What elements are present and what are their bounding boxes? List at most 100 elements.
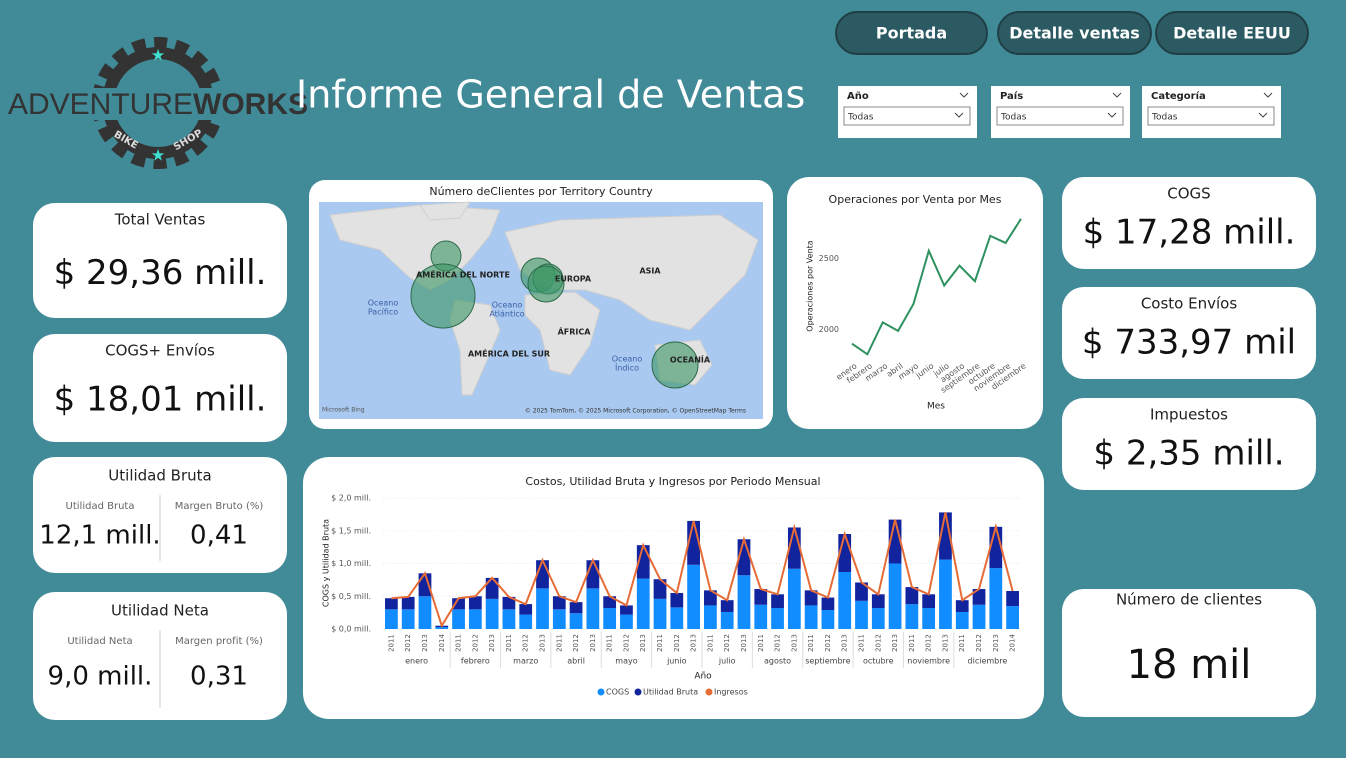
- field-label: Margen Bruto (%): [175, 501, 264, 512]
- card-value: $ 733,97 mil: [1082, 323, 1296, 363]
- bar: [1006, 591, 1019, 607]
- chart-title: Operaciones por Venta por Mes: [829, 193, 1002, 206]
- y-tick-label: $ 1,0 mill.: [331, 559, 371, 568]
- group-label: noviembre: [907, 657, 950, 666]
- slicer-label: País: [1000, 90, 1023, 102]
- chevron: [1107, 112, 1117, 118]
- group-label: junio: [666, 657, 687, 666]
- x-tick-label: 2013: [488, 634, 496, 652]
- dropdown: [843, 106, 971, 126]
- legend-marker: [634, 688, 642, 696]
- slicer[interactable]: País Todas: [991, 86, 1130, 138]
- chevron: [1263, 92, 1273, 98]
- chevron: [1258, 112, 1268, 118]
- bar: [804, 605, 818, 629]
- card-title: COGS: [1167, 185, 1210, 203]
- card-value: $ 18,01 mill.: [54, 379, 267, 419]
- card-title: Impuestos: [1150, 406, 1228, 424]
- ocean-label: Oceano: [368, 299, 399, 308]
- bar: [452, 609, 465, 629]
- bar: [704, 590, 717, 606]
- button-label: Detalle EEUU: [1173, 24, 1291, 43]
- panel: [1062, 177, 1316, 269]
- map-bubble: [410, 263, 476, 329]
- dropdown: [1147, 106, 1275, 126]
- x-tick-label: 2011: [455, 634, 463, 652]
- bar: [653, 598, 667, 629]
- nav-button[interactable]: Detalle EEUU: [1155, 11, 1309, 55]
- card-value: $ 17,28 mill.: [1083, 213, 1296, 253]
- bar: [771, 608, 784, 629]
- slicer[interactable]: Categoría Todas: [1142, 86, 1281, 138]
- button-label: Detalle ventas: [1009, 24, 1140, 43]
- x-tick-label: 2011: [505, 634, 513, 652]
- logo-brand: ADVENTUREWORKS: [8, 88, 308, 121]
- bar: [687, 564, 700, 629]
- page-title: Informe General de Ventas: [296, 73, 805, 117]
- x-tick-label: 2011: [807, 634, 815, 652]
- card-title: Costo Envíos: [1141, 295, 1237, 313]
- continent-label: ASIA: [639, 267, 661, 276]
- nav-button[interactable]: Portada: [835, 11, 988, 55]
- x-tick-label: 2013: [690, 634, 698, 652]
- x-tick-label: 2013: [740, 634, 748, 652]
- x-tick-label: 2013: [941, 634, 949, 652]
- slicer[interactable]: Año Todas: [838, 86, 977, 138]
- logo-band: [36, 88, 280, 120]
- line: [391, 512, 1014, 629]
- bar: [754, 604, 768, 629]
- logo-star: ★: [151, 46, 165, 65]
- bar: [955, 600, 969, 612]
- map-bubble: [527, 265, 565, 303]
- group-label: septiembre: [805, 657, 850, 666]
- y-tick-label: $ 2,0 mill.: [331, 494, 371, 503]
- field-value: 9,0 mill.: [48, 662, 153, 692]
- bar: [468, 609, 482, 629]
- bar: [972, 604, 986, 629]
- card-title: Utilidad Neta: [111, 602, 209, 620]
- bar: [653, 579, 667, 599]
- bar: [821, 597, 835, 611]
- field-value: 0,41: [190, 521, 248, 551]
- x-tick-label: 2012: [622, 634, 630, 652]
- panel: [1062, 398, 1316, 490]
- bar: [401, 596, 415, 610]
- bar: [485, 577, 499, 599]
- group-label: abril: [567, 657, 585, 666]
- continent-label: EUROPA: [555, 275, 592, 284]
- x-tick-label: 2011: [958, 634, 966, 652]
- map-bubble: [651, 341, 699, 389]
- bar: [972, 589, 986, 605]
- bar: [519, 614, 533, 629]
- bar: [569, 613, 583, 629]
- x-tick-label: 2011: [757, 634, 765, 652]
- bar: [385, 598, 398, 610]
- bar: [452, 598, 465, 610]
- x-tick-label: 2013: [790, 634, 798, 652]
- logo-star: ★: [151, 146, 165, 165]
- x-tick-label: 2013: [589, 634, 597, 652]
- x-tick-label: 2011: [908, 634, 916, 652]
- button-label: Portada: [876, 24, 947, 43]
- bar: [569, 602, 583, 614]
- x-tick-label: 2011: [656, 634, 664, 652]
- slicer-value: Todas: [847, 113, 874, 123]
- field-value: 0,31: [190, 662, 248, 692]
- x-tick-label: 2011: [706, 634, 714, 652]
- bar: [787, 568, 801, 629]
- bar: [502, 609, 516, 629]
- bar: [939, 559, 952, 629]
- bar: [905, 587, 919, 605]
- bar: [586, 560, 600, 589]
- x-tick-label: 2013: [539, 634, 547, 652]
- y-tick-label: 2500: [819, 254, 839, 263]
- slicer-value: Todas: [1151, 113, 1178, 123]
- x-tick-label: 2014: [1009, 634, 1017, 652]
- nav-button[interactable]: Detalle ventas: [997, 11, 1152, 55]
- bar: [821, 610, 835, 629]
- bar: [603, 608, 617, 629]
- button-bg: [997, 11, 1152, 55]
- bar: [485, 598, 499, 629]
- bar: [737, 575, 751, 629]
- line: [851, 218, 1022, 356]
